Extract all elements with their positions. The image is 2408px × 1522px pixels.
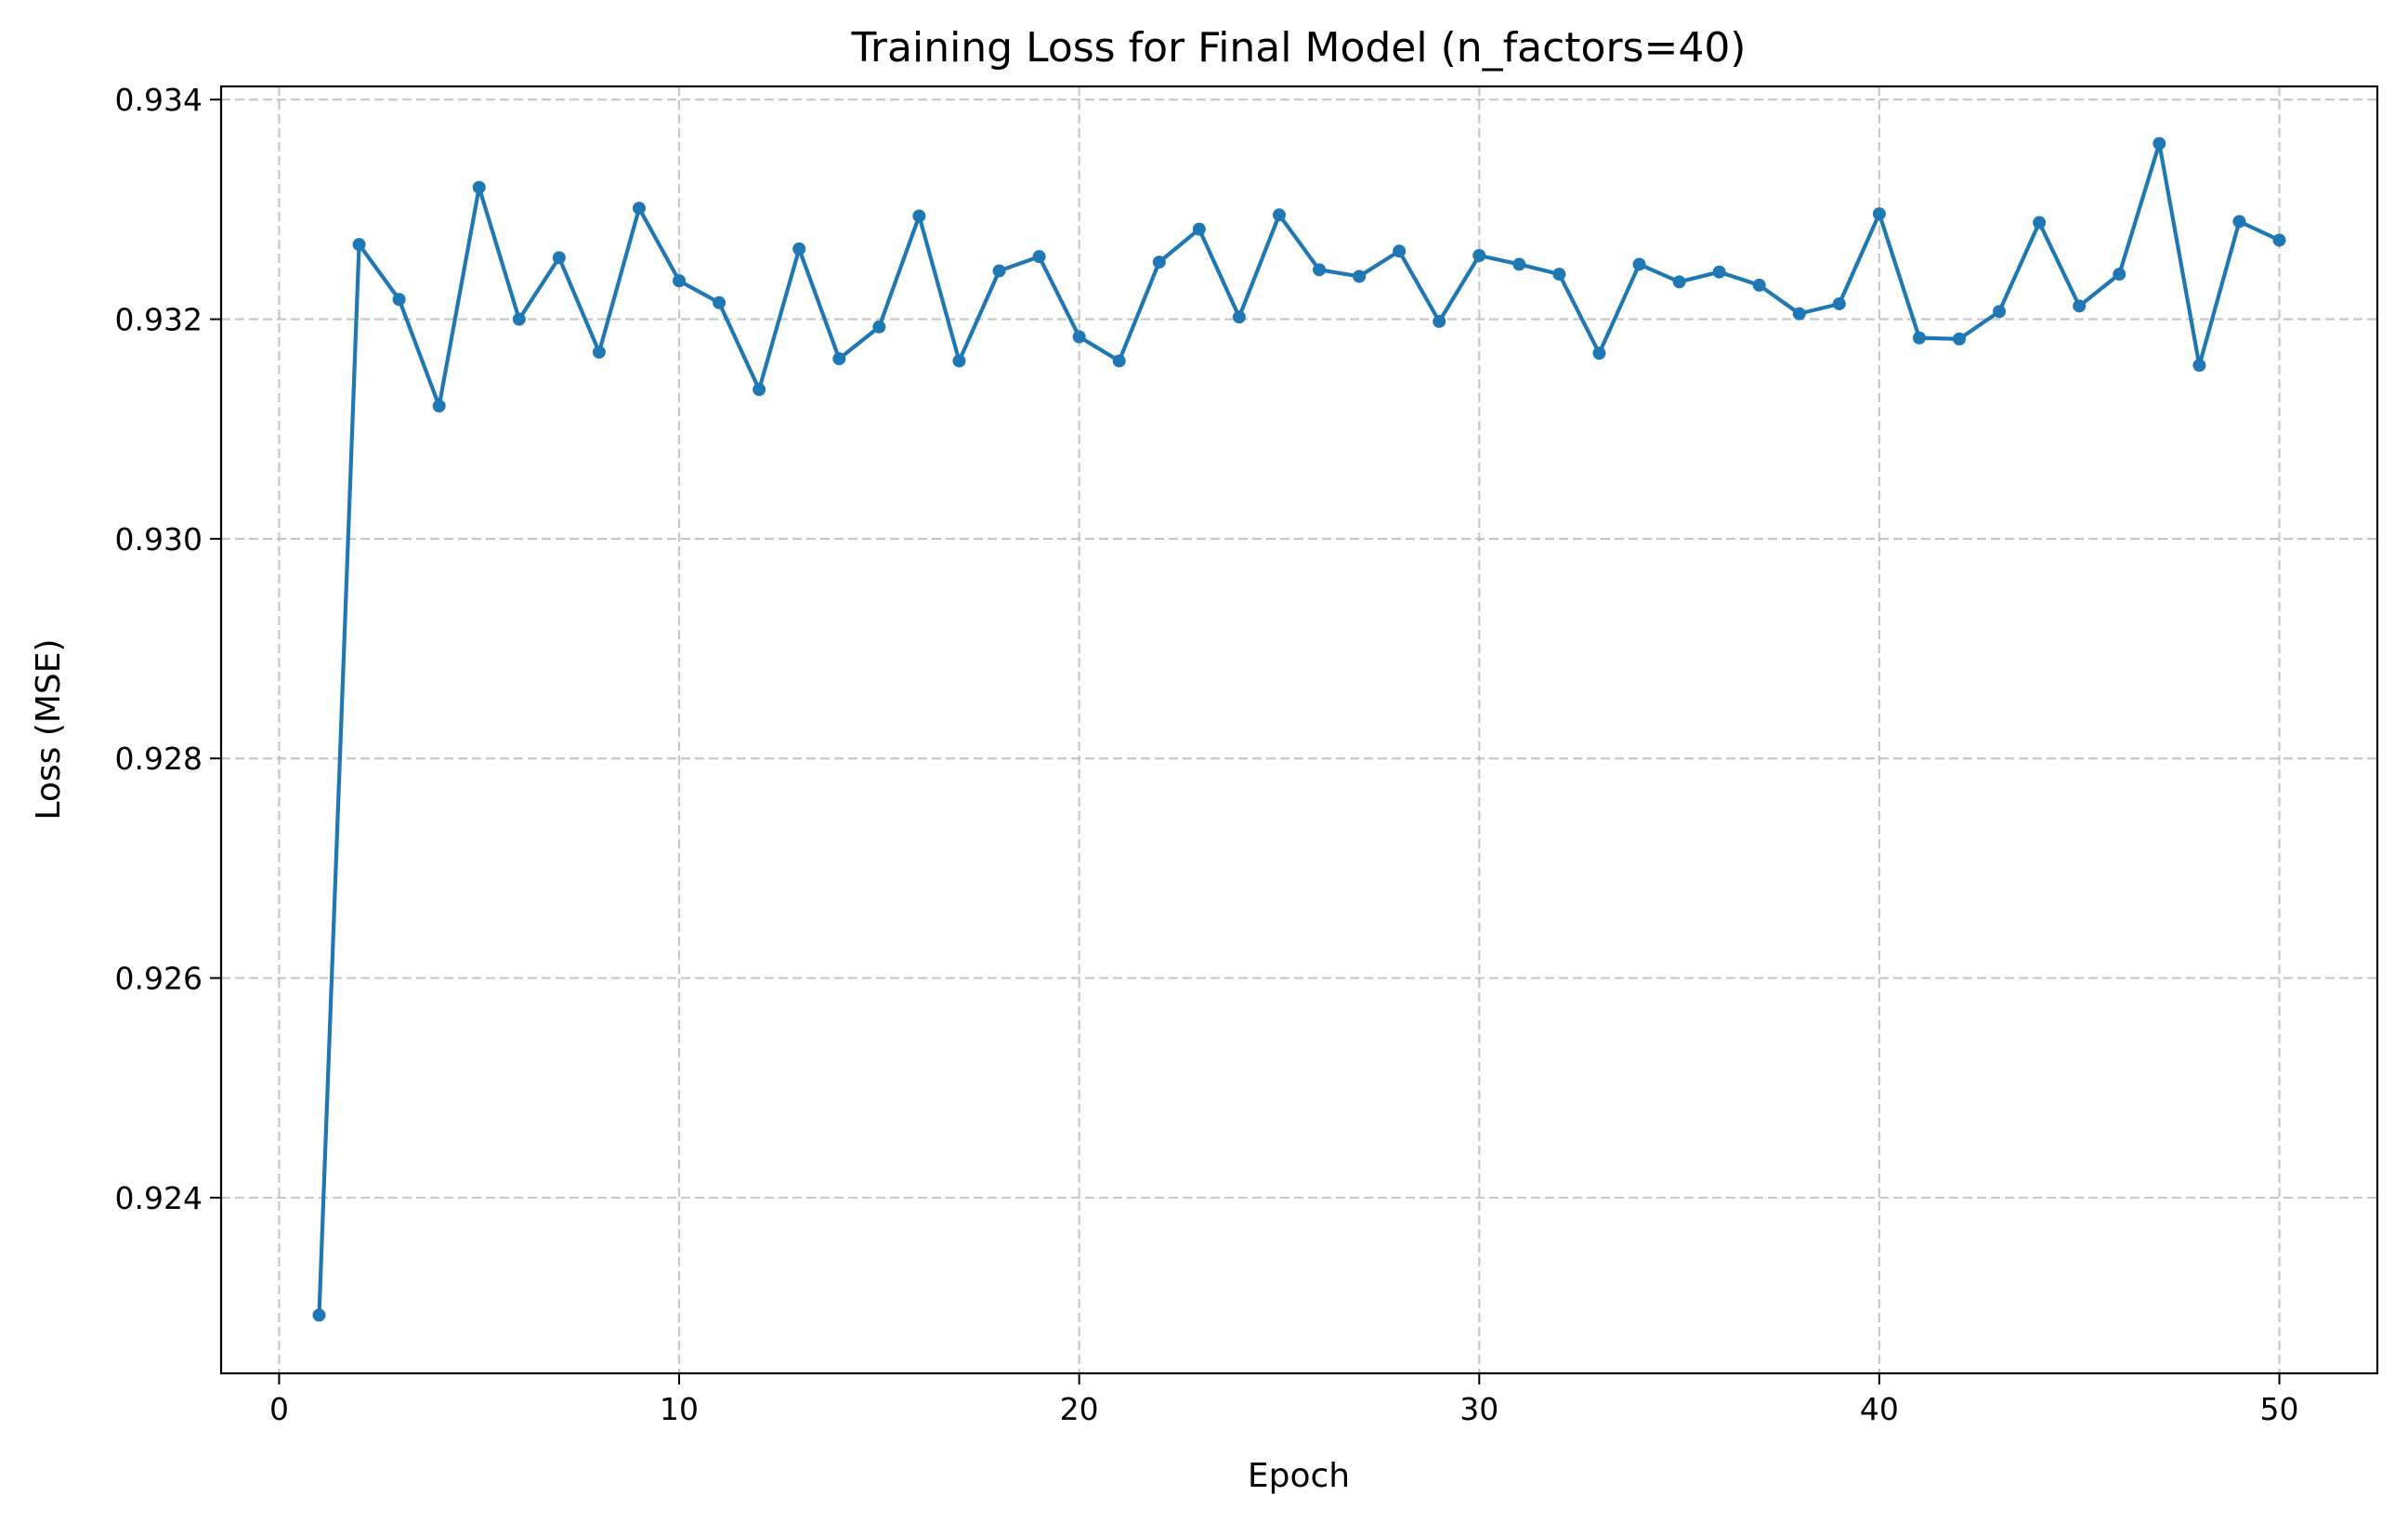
data-point	[592, 345, 606, 359]
y-axis: 0.924 0.926 0.928 0.930 0.932 0.934	[115, 82, 221, 1216]
data-point	[632, 202, 646, 216]
data-point	[752, 383, 766, 397]
data-point	[1993, 305, 2007, 319]
plot-area-frame	[219, 85, 2379, 1375]
data-point	[1433, 314, 1446, 328]
y-tick-label: 0.934	[115, 82, 203, 118]
data-point	[1512, 257, 1526, 271]
data-point	[1472, 248, 1486, 262]
series-line	[317, 141, 2282, 1318]
data-point	[912, 209, 926, 223]
data-point	[512, 312, 526, 326]
data-point	[2033, 216, 2047, 230]
y-tick-label: 0.928	[115, 741, 203, 777]
data-point	[1112, 354, 1126, 368]
data-point	[312, 1308, 326, 1322]
data-point	[432, 399, 446, 413]
data-point	[1953, 332, 1967, 346]
data-point	[2192, 359, 2206, 373]
y-tick-label: 0.924	[115, 1180, 203, 1216]
data-point	[1592, 347, 1606, 361]
y-axis-title: Loss (MSE)	[30, 638, 68, 820]
grid-lines	[221, 86, 2377, 1373]
data-point	[2272, 233, 2286, 247]
data-point	[1152, 256, 1166, 269]
data-point	[352, 238, 366, 252]
data-point	[1672, 275, 1686, 289]
data-point	[673, 274, 687, 288]
data-point	[792, 242, 806, 256]
x-axis: 0 10 20 30 40 50	[269, 1373, 2299, 1427]
loss-line	[317, 141, 2282, 1318]
data-point	[552, 251, 566, 265]
x-tick-label: 10	[660, 1391, 699, 1427]
data-point	[2113, 268, 2127, 282]
x-tick-label: 40	[1860, 1391, 1899, 1427]
data-point	[1632, 257, 1646, 271]
data-point	[1232, 310, 1246, 324]
data-point	[1832, 296, 1846, 310]
data-point	[832, 352, 846, 366]
data-point	[472, 180, 486, 194]
x-tick-label: 50	[2260, 1391, 2299, 1427]
chart-title: Training Loss for Final Model (n_factors…	[851, 24, 1747, 72]
data-point	[1272, 208, 1286, 222]
data-point	[952, 354, 966, 368]
data-point	[1552, 268, 1566, 282]
data-point	[1752, 278, 1766, 292]
x-tick-label: 20	[1060, 1391, 1099, 1427]
data-point	[392, 293, 406, 307]
data-point	[1192, 222, 1206, 236]
data-point	[2153, 137, 2166, 151]
data-point	[1872, 207, 1886, 221]
data-point	[1072, 330, 1086, 344]
data-point	[872, 320, 886, 334]
data-point	[1792, 307, 1806, 321]
data-point	[713, 295, 726, 309]
x-tick-label: 0	[269, 1391, 289, 1427]
x-tick-label: 30	[1459, 1391, 1498, 1427]
data-point	[1353, 269, 1367, 283]
series-markers	[312, 137, 2286, 1322]
data-point	[2073, 299, 2087, 313]
data-point	[1912, 331, 1926, 345]
y-tick-label: 0.932	[115, 302, 203, 338]
data-point	[1712, 265, 1726, 279]
data-point	[2232, 215, 2246, 229]
y-tick-label: 0.930	[115, 521, 203, 558]
y-tick-label: 0.926	[115, 961, 203, 997]
data-point	[1032, 250, 1046, 264]
data-point	[992, 264, 1006, 278]
data-point	[1313, 263, 1327, 277]
data-point	[1393, 244, 1407, 258]
x-axis-title: Epoch	[1248, 1457, 1350, 1495]
